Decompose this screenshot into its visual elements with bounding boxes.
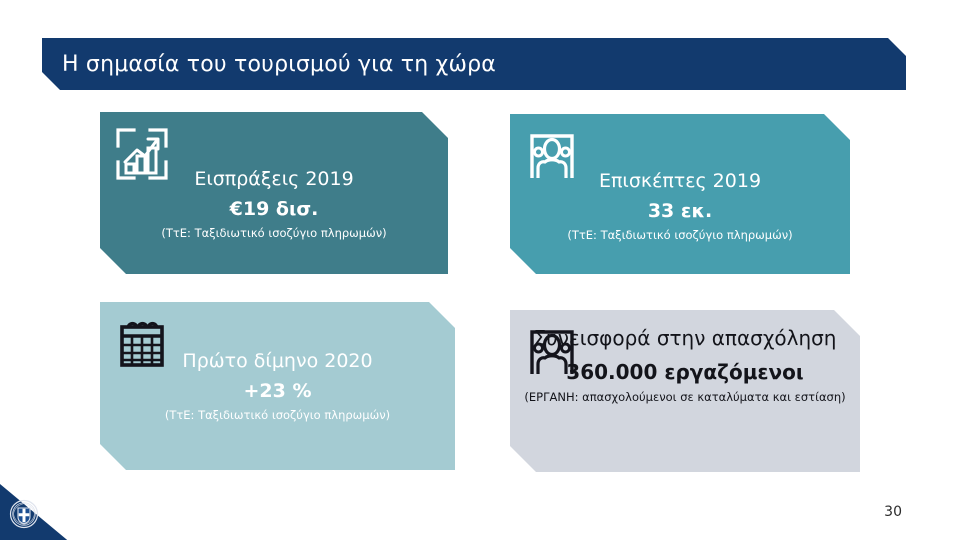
page-title: Η σημασία του τουρισμού για τη χώρα	[62, 51, 496, 77]
stat-card-value: €19 δισ.	[229, 198, 319, 221]
stat-card-body: Πρώτο δίμηνο 2020 +23 % (ΤτΕ: Ταξιδιωτικ…	[100, 350, 455, 423]
stat-card-body: Επισκέπτες 2019 33 εκ. (ΤτΕ: Ταξιδιωτικό…	[510, 170, 850, 243]
stat-card-note: (ΕΡΓΑΝΗ: απασχολούμενοι σε καταλύματα κα…	[524, 390, 846, 405]
stat-card-visitors: Επισκέπτες 2019 33 εκ. (ΤτΕ: Ταξιδιωτικό…	[510, 114, 850, 274]
greek-coat-of-arms-icon	[9, 499, 39, 529]
stat-card-title: Εισπράξεις 2019	[194, 168, 354, 190]
stat-card-body: Εισπράξεις 2019 €19 δισ. (ΤτΕ: Ταξιδιωτι…	[100, 168, 448, 241]
people-group-icon	[524, 324, 580, 380]
stat-card-value: 33 εκ.	[647, 200, 713, 223]
stat-card-note: (ΤτΕ: Ταξιδιωτικό ισοζύγιο πληρωμών)	[164, 407, 391, 422]
stat-card-value: +23 %	[243, 380, 312, 403]
stat-card-title: Επισκέπτες 2019	[598, 170, 762, 192]
stat-card-note: (ΤτΕ: Ταξιδιωτικό ισοζύγιο πληρωμών)	[567, 227, 793, 242]
calendar-icon	[114, 316, 170, 372]
stat-card-bimonthly: Πρώτο δίμηνο 2020 +23 % (ΤτΕ: Ταξιδιωτικ…	[100, 302, 455, 470]
stat-card-title: Πρώτο δίμηνο 2020	[182, 350, 373, 372]
page-number: 30	[884, 504, 902, 520]
stat-card-body: Συνεισφορά στην απασχόληση 360.000 εργαζ…	[510, 326, 860, 405]
people-group-icon	[524, 128, 580, 184]
stat-card-title: Συνεισφορά στην απασχόληση	[533, 326, 837, 350]
bar-chart-growth-icon	[114, 126, 170, 182]
stat-card-note: (ΤτΕ: Ταξιδιωτικό ισοζύγιο πληρωμών)	[161, 225, 387, 240]
stat-card-employment: Συνεισφορά στην απασχόληση 360.000 εργαζ…	[510, 310, 860, 472]
stat-card-receipts: Εισπράξεις 2019 €19 δισ. (ΤτΕ: Ταξιδιωτι…	[100, 112, 448, 274]
slide-title-banner: Η σημασία του τουρισμού για τη χώρα	[42, 38, 906, 90]
stat-card-value: 360.000 εργαζόμενοι	[566, 360, 804, 385]
